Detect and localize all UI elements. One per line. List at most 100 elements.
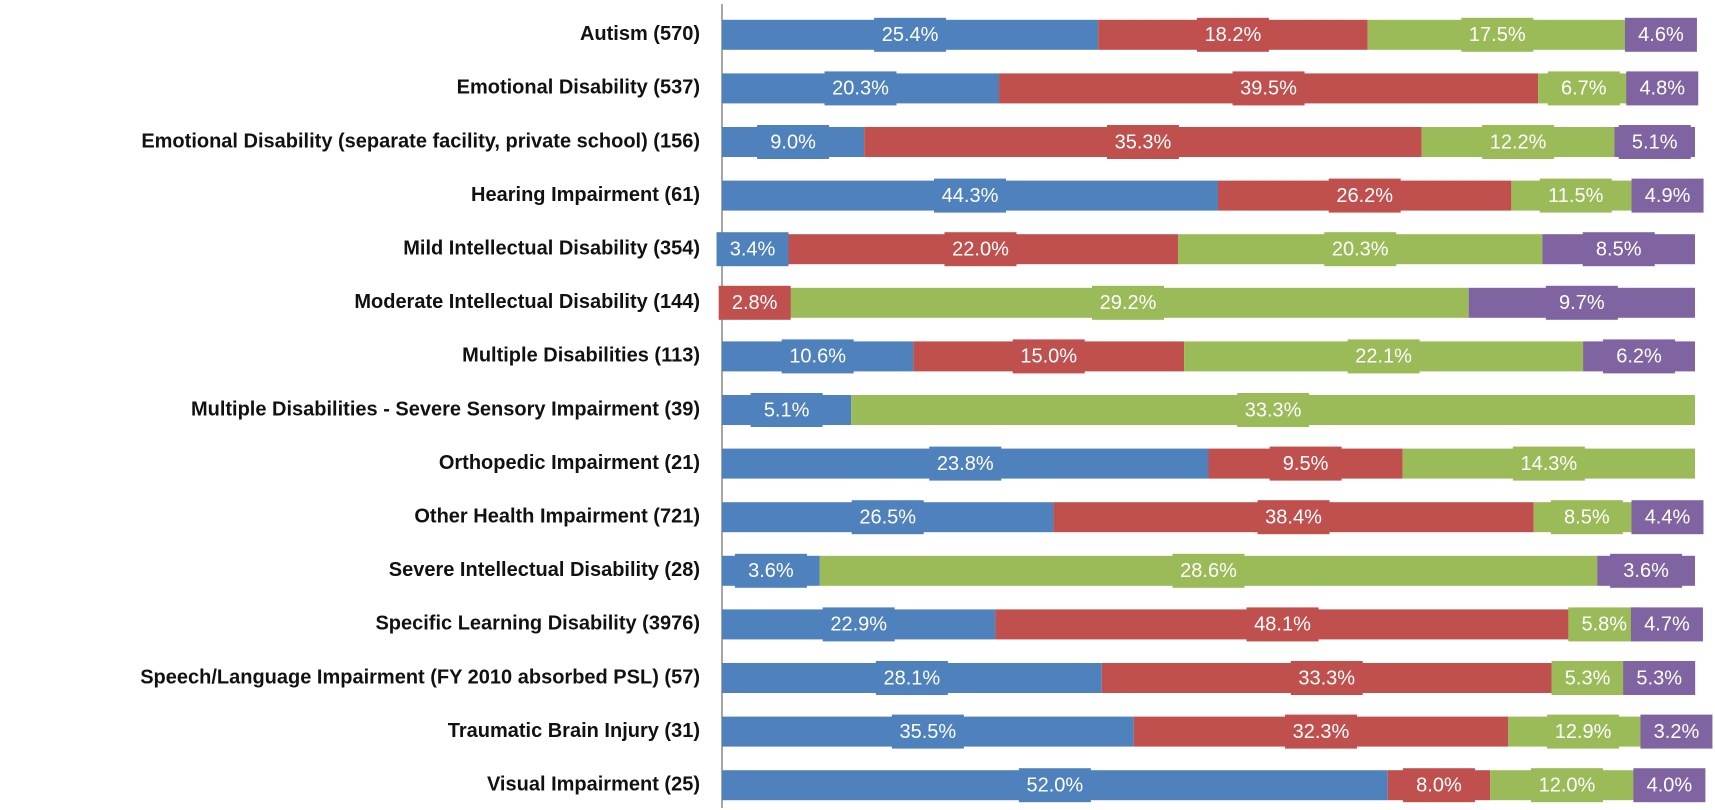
label-box [824, 71, 897, 106]
value-label: 4.6% [1638, 24, 1684, 46]
label-box [1633, 768, 1706, 803]
label-box [1539, 178, 1612, 213]
value-label: 11.5% [1548, 185, 1603, 207]
category-label: Autism (570) [580, 23, 700, 45]
value-label: 12.9% [1555, 721, 1612, 743]
category-label: Mild Intellectual Disability (354) [403, 237, 700, 259]
value-label: 25.4% [882, 24, 939, 46]
value-label: 22.9% [830, 614, 887, 636]
value-label: 8.0% [1416, 774, 1462, 796]
value-label: 35.5% [899, 721, 956, 743]
label-box [716, 232, 789, 267]
label-box [1512, 446, 1585, 481]
label-box [929, 446, 1002, 481]
category-label: Hearing Impairment (61) [471, 184, 700, 206]
label-box [1012, 339, 1085, 374]
value-label: 33.3% [1245, 399, 1302, 421]
value-label: 29.2% [1100, 292, 1157, 314]
label-box [1618, 125, 1691, 159]
category-label: Visual Impairment (25) [487, 773, 700, 795]
label-box [1172, 553, 1245, 588]
value-label: 6.2% [1616, 346, 1662, 368]
value-label: 22.0% [952, 238, 1009, 260]
value-label: 20.3% [1332, 238, 1389, 260]
value-label: 28.1% [884, 667, 941, 689]
category-label: Speech/Language Impairment (FY 2010 abso… [140, 666, 700, 688]
label-box [1246, 607, 1319, 642]
label-box [781, 339, 854, 374]
label-box [822, 607, 895, 642]
label-box [1545, 285, 1618, 320]
label-box [1284, 714, 1357, 749]
label-box [757, 125, 830, 159]
value-label: 18.2% [1205, 24, 1262, 46]
value-label: 26.2% [1336, 185, 1393, 207]
label-box [1237, 393, 1310, 427]
label-box [1232, 71, 1305, 106]
label-box [934, 178, 1007, 213]
value-label: 12.0% [1539, 774, 1596, 796]
label-box [1324, 232, 1397, 267]
label-box [1257, 500, 1330, 535]
category-label: Moderate Intellectual Disability (144) [354, 291, 700, 313]
category-label: Orthopedic Impairment (21) [439, 452, 700, 474]
value-label: 23.8% [937, 453, 994, 475]
label-box [1461, 17, 1534, 52]
label-box [1631, 500, 1704, 535]
value-label: 35.3% [1115, 131, 1172, 153]
label-box [1610, 553, 1683, 588]
value-label: 32.3% [1293, 721, 1350, 743]
value-label: 26.5% [859, 506, 916, 528]
label-box [1550, 500, 1623, 535]
label-box [718, 285, 791, 320]
label-box [875, 661, 948, 695]
label-box [1106, 125, 1179, 159]
value-label: 3.4% [730, 238, 776, 260]
label-box [1092, 285, 1164, 320]
value-label: 20.3% [832, 78, 889, 100]
value-label: 38.4% [1265, 506, 1322, 528]
value-label: 4.9% [1645, 185, 1691, 207]
value-label: 8.5% [1564, 506, 1610, 528]
label-box [1547, 71, 1620, 106]
label-box [1402, 768, 1475, 803]
category-label: Multiple Disabilities - Severe Sensory I… [191, 398, 700, 420]
label-box [1640, 714, 1713, 749]
value-label: 5.3% [1636, 667, 1682, 689]
value-label: 44.3% [942, 185, 999, 207]
value-label: 14.3% [1520, 453, 1577, 475]
value-label: 9.7% [1559, 292, 1605, 314]
label-box [1269, 446, 1342, 481]
category-label: Emotional Disability (separate facility,… [141, 130, 700, 152]
label-box [944, 232, 1017, 267]
value-label: 4.7% [1644, 614, 1690, 636]
value-label: 5.3% [1565, 667, 1611, 689]
category-label: Severe Intellectual Disability (28) [389, 559, 700, 581]
value-label: 3.6% [748, 560, 794, 582]
category-label: Other Health Impairment (721) [414, 505, 700, 527]
label-box [874, 17, 947, 52]
value-label: 52.0% [1027, 774, 1084, 796]
label-box [1482, 125, 1555, 159]
label-box [750, 393, 823, 427]
label-box [1624, 17, 1697, 52]
label-box [1631, 178, 1704, 213]
value-label: 17.5% [1469, 24, 1526, 46]
label-box [1530, 768, 1603, 803]
value-label: 5.1% [1632, 131, 1678, 153]
value-label: 3.2% [1654, 721, 1700, 743]
label-box [1623, 661, 1696, 695]
value-label: 2.8% [732, 292, 778, 314]
label-box [1603, 339, 1676, 374]
value-label: 12.2% [1490, 131, 1547, 153]
value-label: 9.0% [770, 131, 816, 153]
value-label: 10.6% [789, 346, 846, 368]
value-label: 39.5% [1240, 78, 1297, 100]
value-label: 4.4% [1645, 506, 1691, 528]
value-label: 6.7% [1561, 78, 1607, 100]
label-box [734, 553, 807, 588]
label-box [1347, 339, 1420, 374]
label-box [891, 714, 964, 749]
value-label: 5.8% [1581, 614, 1627, 636]
value-label: 9.5% [1283, 453, 1329, 475]
